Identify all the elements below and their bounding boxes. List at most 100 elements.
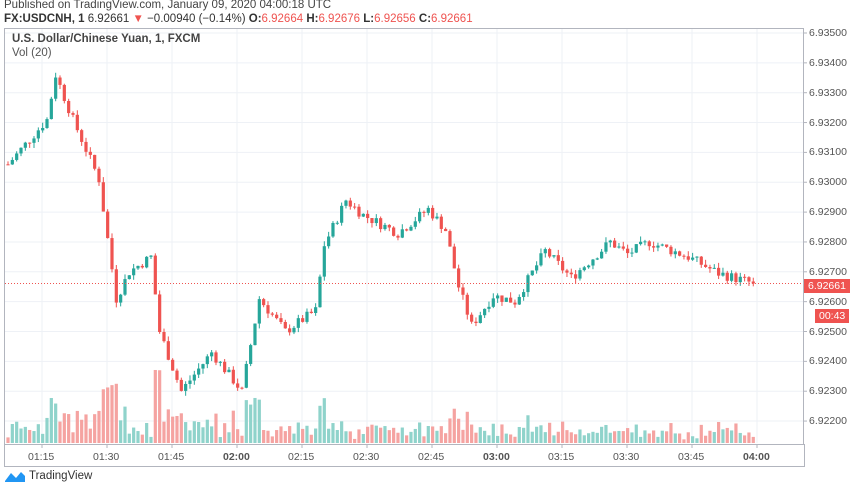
candle-body [691, 257, 695, 260]
candle-body [712, 267, 716, 269]
volume-bar [699, 424, 703, 443]
candle-body [717, 267, 721, 276]
candle-body [556, 255, 560, 261]
candle-body [67, 100, 71, 114]
candle-body [574, 274, 578, 279]
volume-bar [500, 424, 504, 443]
volume-bar [535, 426, 539, 443]
volume-bar [23, 426, 27, 443]
time-axis[interactable] [4, 444, 805, 467]
price-axis[interactable] [803, 28, 852, 444]
volume-bar [626, 428, 630, 443]
candle-body [426, 207, 430, 213]
candle-body [335, 222, 339, 224]
time-tick-label: 04:00 [743, 451, 770, 463]
volume-bar [383, 426, 387, 443]
volume-bar [379, 427, 383, 443]
volume-bar [80, 419, 84, 443]
down-arrow-icon: ▼ [132, 13, 144, 25]
candle-body [45, 119, 49, 128]
volume-bar [487, 435, 491, 443]
candle-body [23, 142, 27, 148]
volume-bar [704, 435, 708, 443]
open-label: O: [248, 13, 262, 25]
volume-bar [509, 434, 513, 443]
candle-body [634, 244, 638, 253]
volume-bar [179, 413, 183, 443]
volume-bar [93, 414, 97, 443]
price-tick-label: 6.93400 [809, 56, 847, 69]
volume-bar [548, 422, 552, 443]
close-value: 6.92661 [431, 13, 473, 25]
symbol-bar: FX:USDCNH, 1 6.92661 ▼ −0.00940 (−0.14%)… [4, 13, 473, 25]
candle-body [357, 206, 361, 217]
volume-bar [691, 436, 695, 443]
volume-bar [721, 429, 725, 443]
volume-bar [457, 418, 461, 443]
volume-bar [279, 426, 283, 443]
candle-body [643, 241, 647, 243]
volume-bar [591, 431, 595, 443]
candle-body [348, 200, 352, 207]
candle-body [686, 256, 690, 260]
volume-bar [318, 405, 322, 443]
volume-bar [344, 431, 348, 443]
candle-body [465, 294, 469, 315]
tradingview-logo[interactable]: TradingView [4, 469, 92, 483]
volume-bar [201, 427, 205, 443]
volume-bar [301, 428, 305, 443]
candle-body [561, 260, 565, 271]
volume-bar [708, 430, 712, 443]
candle-body [582, 267, 586, 271]
published-note: Published on TradingView.com, January 09… [4, 0, 332, 11]
candle-body [275, 314, 279, 319]
volume-bar [526, 415, 530, 443]
candle-body [331, 222, 335, 237]
volume-bar [340, 421, 344, 443]
chart-pane[interactable] [4, 28, 804, 445]
volume-bar [84, 414, 88, 443]
time-tick-label: 02:30 [353, 451, 380, 463]
volume-bar [45, 417, 49, 443]
candle-body [656, 245, 660, 248]
price-tick-label: 6.93200 [809, 116, 847, 129]
price-tick-label: 6.93500 [809, 27, 847, 39]
volume-bar [28, 429, 32, 443]
volume-bar [647, 433, 651, 443]
candle-body [448, 231, 452, 247]
candle-body [97, 168, 101, 183]
candle-body [383, 224, 387, 230]
candle-body [236, 383, 240, 388]
volume-bar [621, 431, 625, 443]
candle-body [699, 256, 703, 265]
candle-body [379, 218, 383, 230]
candle-body [587, 265, 591, 268]
candle-body [751, 281, 755, 284]
candle-body [149, 255, 153, 257]
candle-body [530, 270, 534, 276]
volume-bar [140, 434, 144, 443]
volume-bar [665, 431, 669, 443]
tradingview-logo-icon [5, 472, 25, 482]
price-tick-label: 6.92300 [809, 385, 847, 398]
candle-body [734, 273, 738, 283]
candle-body [405, 229, 409, 231]
volume-bar [19, 428, 23, 443]
volume-bar [214, 413, 218, 443]
chart-title: U.S. Dollar/Chinese Yuan, 1, FXCM [12, 33, 201, 45]
low-value: 6.92656 [374, 13, 416, 25]
candle-body [257, 299, 261, 324]
volume-bar [682, 439, 686, 443]
volume-bar [751, 436, 755, 443]
candle-body [422, 211, 426, 213]
volume-bar [41, 433, 45, 443]
volume-bar [517, 426, 521, 443]
volume-bar [114, 383, 118, 443]
candle-body [231, 369, 235, 384]
volume-bar [88, 428, 92, 443]
volume-label: Vol (20) [12, 47, 52, 59]
candle-body [673, 251, 677, 255]
candle-body [366, 213, 370, 219]
candle-body [58, 77, 62, 85]
volume-bar [262, 430, 266, 443]
